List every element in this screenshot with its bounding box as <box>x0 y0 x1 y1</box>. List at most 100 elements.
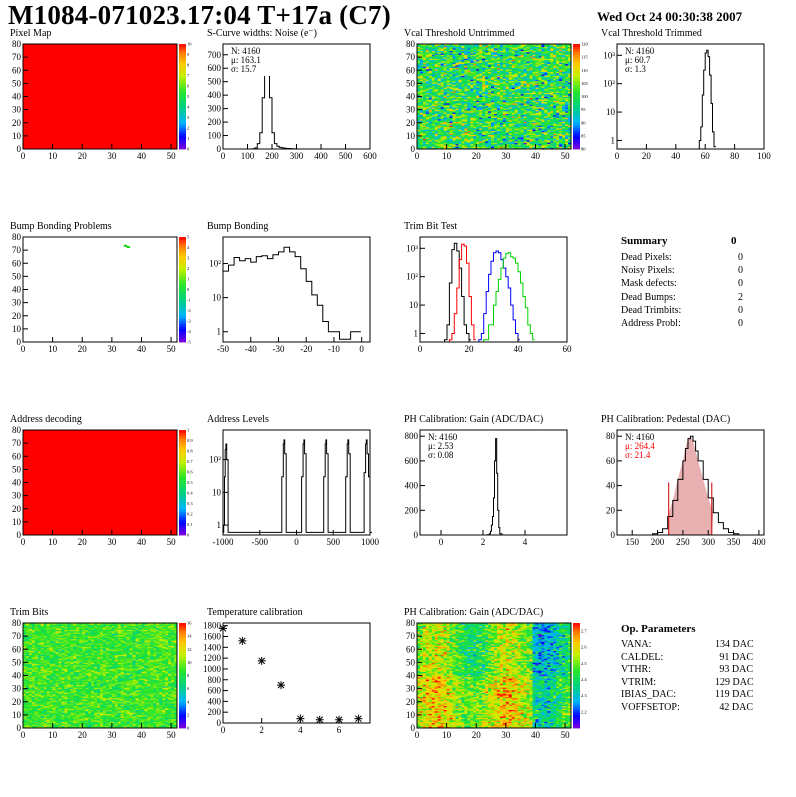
y-tick-label: 10² <box>603 79 615 89</box>
y-tick-label: 50 <box>406 78 416 88</box>
y-tick-label: 60 <box>12 258 22 268</box>
y-tick-label: 400 <box>405 481 419 491</box>
palette-step <box>573 97 580 100</box>
palette-step <box>573 83 580 86</box>
palette-step <box>179 339 186 342</box>
palette-step <box>573 120 580 123</box>
palette-step <box>573 65 580 68</box>
palette-step <box>179 62 186 65</box>
palette-step <box>179 324 186 327</box>
x-tick-label: 300 <box>701 537 715 547</box>
palette-step <box>179 469 186 472</box>
palette-label: 95 <box>581 107 586 112</box>
palette-step <box>179 255 186 258</box>
palette-step <box>179 525 186 528</box>
y-tick-label: 10 <box>12 517 22 527</box>
y-tick-label: 0 <box>17 144 22 154</box>
palette-step <box>179 451 186 454</box>
palette-label: 0.5 <box>187 480 193 485</box>
heatmap-dot <box>127 246 130 248</box>
heatmap-fill <box>23 44 177 149</box>
palette-step <box>179 498 186 501</box>
palette-step <box>179 52 186 55</box>
palette-step <box>179 530 186 533</box>
palette-step <box>179 290 186 293</box>
palette-label: 5 <box>187 235 190 240</box>
palette-step <box>573 144 580 147</box>
y-tick-label: 1 <box>217 520 222 530</box>
palette-step <box>179 308 186 311</box>
palette-step <box>179 297 186 300</box>
x-tick-label: 40 <box>137 344 147 354</box>
palette-step <box>179 276 186 279</box>
palette-step <box>573 118 580 121</box>
y-tick-label: 600 <box>405 456 419 466</box>
palette-step <box>179 527 186 530</box>
color-palette <box>573 44 580 149</box>
palette-label: 10 <box>187 42 192 47</box>
palette-step <box>179 245 186 248</box>
x-tick-label: 0 <box>439 537 444 547</box>
y-tick-label: 70 <box>406 52 416 62</box>
palette-step <box>179 334 186 337</box>
x-tick-label: 10 <box>48 537 58 547</box>
histogram-line <box>223 247 361 342</box>
heatmap-fill <box>23 430 177 535</box>
x-tick-label: 150 <box>625 537 639 547</box>
palette-step <box>179 240 186 243</box>
x-tick-label: 20 <box>472 151 482 161</box>
x-tick-label: 0 <box>418 344 423 354</box>
y-tick-label: 400 <box>208 90 222 100</box>
y-tick-label: 20 <box>12 311 22 321</box>
palette-step <box>573 102 580 105</box>
x-tick-label: 30 <box>501 151 511 161</box>
palette-step <box>179 65 186 68</box>
heatmap-dot <box>124 245 127 247</box>
palette-step <box>179 337 186 340</box>
x-tick-label: 50 <box>167 537 177 547</box>
palette-label: 100 <box>581 94 589 99</box>
plot-frame <box>23 237 177 342</box>
y-tick-label: 10 <box>212 487 222 497</box>
page-title: M1084-071023.17:04 T+17a (C7) <box>8 0 391 31</box>
palette-step <box>179 91 186 94</box>
palette-step <box>179 454 186 457</box>
y-tick-label: 20 <box>406 118 416 128</box>
y-tick-label: 40 <box>12 478 22 488</box>
palette-step <box>179 501 186 504</box>
palette-step <box>573 146 580 149</box>
palette-step <box>179 115 186 118</box>
x-tick-label: 600 <box>363 151 377 161</box>
palette-step <box>179 250 186 253</box>
y-tick-label: 50 <box>12 78 22 88</box>
x-tick-label: 100 <box>757 151 771 161</box>
palette-label: 0 <box>187 287 190 292</box>
y-tick-label: 1 <box>414 328 419 338</box>
x-tick-label: 30 <box>107 151 117 161</box>
palette-label: -2 <box>187 308 191 313</box>
x-tick-label: 80 <box>730 151 740 161</box>
x-tick-label: -20 <box>300 344 312 354</box>
x-tick-label: 20 <box>78 151 88 161</box>
palette-step <box>179 435 186 438</box>
palette-step <box>179 237 186 240</box>
palette-step <box>179 248 186 251</box>
y-tick-label: 10 <box>606 107 616 117</box>
palette-step <box>179 102 186 105</box>
fit-area <box>668 436 714 535</box>
palette-step <box>179 485 186 488</box>
y-tick-label: 70 <box>12 438 22 448</box>
palette-step <box>179 433 186 436</box>
palette-step <box>179 86 186 89</box>
x-tick-label: 50 <box>167 151 177 161</box>
palette-step <box>179 94 186 97</box>
heatmap-cells <box>23 623 177 728</box>
palette-step <box>573 81 580 84</box>
palette-step <box>573 86 580 89</box>
histogram-line <box>479 251 520 342</box>
